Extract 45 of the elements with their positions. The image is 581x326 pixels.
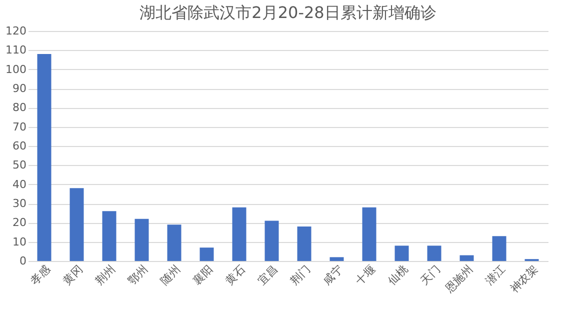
y-tick-label: 60 [12, 140, 26, 152]
bar [264, 220, 279, 261]
bar [297, 226, 312, 261]
chart-title: 湖北省除武汉市2月20-28日累计新增确诊 [140, 3, 436, 22]
x-tick-label: 神农架 [508, 262, 540, 296]
y-tick-label: 10 [12, 235, 26, 248]
bar [200, 248, 214, 261]
bar [362, 207, 376, 261]
bar [37, 54, 52, 261]
bar [394, 246, 409, 261]
bar [330, 257, 344, 261]
x-tick-label: 荆门 [288, 262, 313, 288]
x-tick-label: 襄阳 [190, 262, 216, 288]
y-tick-label: 50 [12, 158, 26, 172]
y-tick-label: 30 [12, 197, 26, 210]
x-tick-label: 黄冈 [60, 262, 86, 288]
y-tick-label: 110 [6, 44, 26, 57]
x-tick-label: 孝感 [28, 262, 53, 288]
bar [70, 188, 84, 261]
y-tick-label: 100 [6, 62, 26, 76]
x-tick-label: 宜昌 [255, 262, 280, 288]
y-tick-label: 90 [12, 82, 26, 95]
bar [102, 211, 116, 261]
y-tick-label: 0 [20, 254, 26, 268]
x-tick-label: 黄石 [222, 262, 248, 288]
y-tick-label: 120 [6, 24, 26, 38]
x-tick-label: 恩施州 [442, 262, 476, 296]
x-tick-label: 潜江 [482, 262, 508, 288]
bar [134, 218, 149, 261]
x-tick-label: 咸宁 [320, 262, 346, 288]
x-tick-label: 十堰 [352, 262, 378, 288]
y-tick-label: 80 [12, 101, 26, 114]
y-tick-label: 40 [12, 178, 26, 191]
x-tick-label: 随州 [158, 262, 183, 288]
bar [232, 207, 246, 261]
bar [427, 246, 442, 261]
y-tick-label: 20 [12, 216, 26, 230]
bar [167, 224, 182, 261]
x-tick-label: 鄂州 [125, 262, 150, 288]
y-tick-label: 70 [12, 120, 26, 134]
x-tick-label: 天门 [418, 262, 443, 288]
x-tick-label: 仙桃 [385, 262, 410, 288]
bar [460, 255, 474, 261]
bar [492, 236, 506, 261]
x-tick-label: 荆州 [92, 262, 118, 288]
